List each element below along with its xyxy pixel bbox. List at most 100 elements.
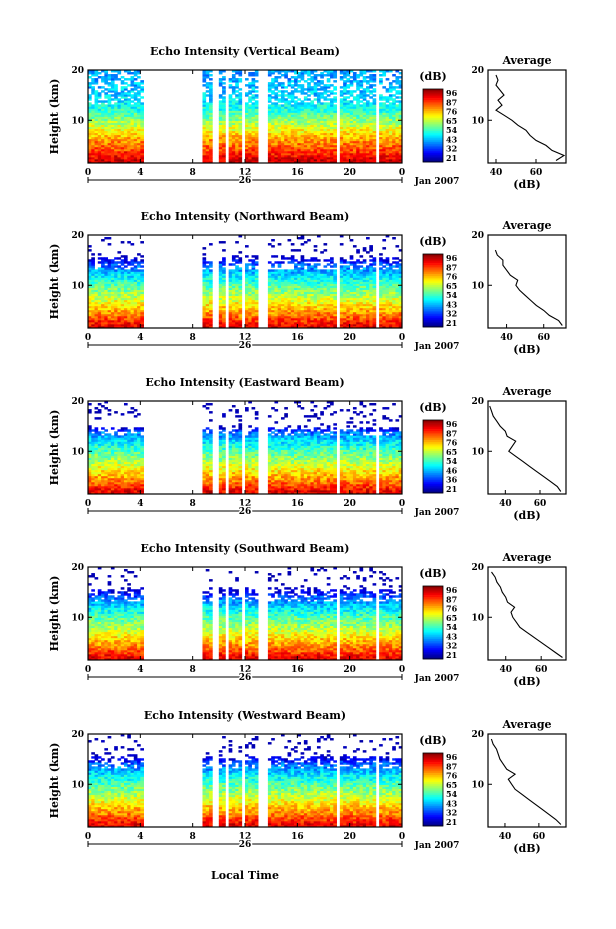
heatmap-cell [94, 94, 99, 97]
heatmap-cell [137, 303, 141, 307]
heatmap-cell [290, 287, 295, 290]
heatmap-cell [254, 297, 259, 301]
heatmap-cell [88, 160, 92, 164]
heatmap-cell [382, 110, 387, 113]
heatmap-cell [137, 92, 141, 95]
heatmap-cell [123, 94, 128, 97]
heatmap-cell [392, 80, 396, 83]
heatmap-cell [231, 106, 236, 109]
heatmap-cell [284, 257, 288, 260]
heatmap-cell [323, 285, 328, 288]
heatmap-cell [316, 315, 321, 319]
heatmap-cell [356, 156, 360, 160]
heatmap-cell [231, 70, 236, 73]
heatmap-cell [88, 295, 92, 299]
heatmap-cell [274, 273, 279, 276]
heatmap-cell [238, 297, 243, 301]
heatmap-cell [245, 275, 249, 278]
heatmap-cell [235, 297, 239, 301]
heatmap-cell [320, 86, 324, 89]
heatmap-cell [271, 110, 275, 113]
heatmap-cell [235, 108, 239, 111]
heatmap-cell [137, 317, 141, 321]
heatmap-cell [303, 273, 308, 276]
heatmap-cell [300, 269, 305, 272]
heatmap-cell [320, 251, 324, 254]
heatmap-cell [300, 102, 305, 105]
heatmap-cell [222, 132, 226, 136]
heatmap-cell [369, 156, 373, 160]
heatmap-cell [333, 293, 337, 297]
heatmap-cell [218, 321, 223, 325]
heatmap-cell [343, 112, 347, 115]
heatmap-cell [333, 140, 337, 144]
heatmap-cell [362, 106, 367, 109]
heatmap-cell [395, 134, 400, 138]
heatmap-cell [346, 140, 351, 144]
heatmap-cell [137, 132, 141, 136]
heatmap-cell [130, 299, 135, 303]
heatmap-cell [140, 130, 144, 134]
heatmap-cell [330, 134, 334, 138]
heatmap-cell [248, 279, 252, 282]
heatmap-cell [267, 299, 272, 303]
heatmap-cell [352, 76, 357, 79]
heatmap-cell [300, 70, 305, 73]
heatmap-cell [238, 120, 243, 123]
heatmap-cell [245, 273, 249, 276]
heatmap-cell [254, 72, 259, 75]
heatmap-cell [287, 126, 292, 130]
heatmap-cell [320, 315, 324, 319]
heatmap-cell [323, 303, 328, 307]
heatmap-cell [110, 279, 115, 282]
heatmap-cell [202, 148, 207, 152]
heatmap-cell [218, 154, 223, 158]
heatmap-cell [107, 261, 112, 264]
heatmap-cell [114, 261, 118, 264]
heatmap-cell [130, 138, 135, 142]
heatmap-cell [392, 120, 396, 123]
heatmap-cell [290, 319, 295, 323]
heatmap-cell [209, 323, 213, 327]
heatmap-cell [320, 72, 324, 75]
heatmap-cell [245, 148, 249, 152]
heatmap-cell [339, 158, 344, 162]
heatmap-cell [267, 100, 272, 103]
heatmap-cell [130, 114, 135, 117]
heatmap-cell [297, 122, 301, 125]
heatmap-cell [307, 303, 311, 307]
heatmap-cell [316, 297, 321, 301]
heatmap-cell [94, 70, 99, 73]
heatmap-cell [290, 108, 295, 111]
heatmap-cell [238, 303, 243, 307]
heatmap-cell [349, 124, 354, 128]
heatmap-cell [94, 321, 99, 325]
heatmap-cell [110, 148, 115, 152]
heatmap-cell [316, 307, 321, 311]
heatmap-cell [307, 273, 311, 276]
colorbar-swatch [423, 116, 443, 119]
heatmap-cell [205, 154, 210, 158]
heatmap-cell [91, 267, 95, 270]
heatmap-cell [222, 158, 226, 162]
heatmap-cell [385, 78, 390, 81]
heatmap-cell [290, 132, 295, 136]
heatmap-cell [313, 259, 318, 262]
heatmap-cell [235, 128, 239, 132]
heatmap-cell [316, 317, 321, 321]
heatmap-cell [323, 148, 328, 152]
heatmap-cell [369, 102, 373, 105]
heatmap-cell [140, 156, 144, 160]
heatmap-cell [362, 96, 367, 99]
heatmap-cell [114, 92, 118, 95]
heatmap-cell [238, 321, 243, 325]
heatmap-cell [323, 74, 328, 77]
heatmap-cell [310, 126, 315, 130]
heatmap-cell [346, 84, 351, 87]
heatmap-cell [231, 297, 236, 301]
heatmap-cell [91, 82, 95, 85]
heatmap-cell [392, 116, 396, 119]
heatmap-cell [277, 94, 282, 97]
heatmap-cell [91, 110, 95, 113]
heatmap-cell [300, 88, 305, 91]
